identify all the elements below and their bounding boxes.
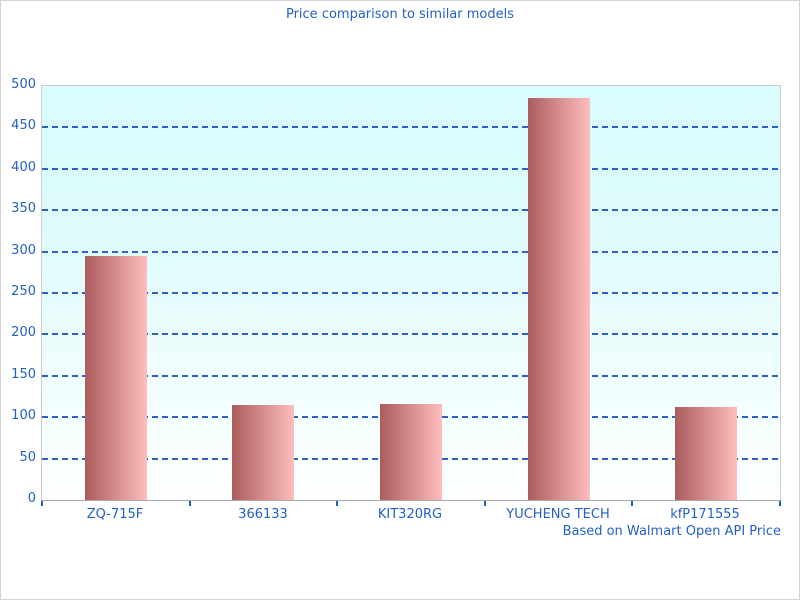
x-tick-3 (484, 501, 486, 506)
y-tick-label-500: 500 (11, 77, 36, 92)
plot-area (41, 85, 781, 501)
y-tick-label-150: 150 (11, 367, 36, 382)
gridline-400 (42, 167, 780, 170)
bar-kfP171555 (675, 407, 737, 500)
x-tick-5 (779, 501, 781, 506)
y-tick-label-450: 450 (11, 118, 36, 133)
gridline-200 (42, 333, 780, 336)
y-tick-label-250: 250 (11, 284, 36, 299)
gridline-150 (42, 374, 780, 377)
y-tick-label-200: 200 (11, 325, 36, 340)
x-label-366133: 366133 (238, 507, 288, 522)
bar-366133 (232, 405, 294, 500)
x-tick-1 (189, 501, 191, 506)
y-tick-label-0: 0 (27, 491, 36, 506)
x-label-kfP171555: kfP171555 (670, 507, 740, 522)
x-label-KIT320RG: KIT320RG (377, 507, 443, 522)
bar-KIT320RG (380, 404, 442, 500)
x-tick-2 (336, 501, 338, 506)
x-label-YUCHENG TECH: YUCHENG TECH (506, 507, 610, 522)
gridline-350 (42, 209, 780, 212)
x-tick-0 (41, 501, 43, 506)
bar-YUCHENG TECH (528, 98, 590, 500)
y-tick-label-100: 100 (11, 408, 36, 423)
y-tick-label-350: 350 (11, 201, 36, 216)
y-tick-label-400: 400 (11, 160, 36, 175)
y-tick-label-50: 50 (19, 450, 36, 465)
x-label-ZQ-715F: ZQ-715F (86, 507, 144, 522)
gridline-300 (42, 250, 780, 253)
gridline-250 (42, 292, 780, 294)
y-tick-label-300: 300 (11, 243, 36, 258)
bar-ZQ-715F (85, 256, 147, 500)
x-tick-4 (631, 501, 633, 506)
chart-title: Price comparison to similar models (285, 7, 515, 22)
chart-footer: Based on Walmart Open API Price (562, 524, 781, 539)
gridline-450 (42, 126, 780, 129)
